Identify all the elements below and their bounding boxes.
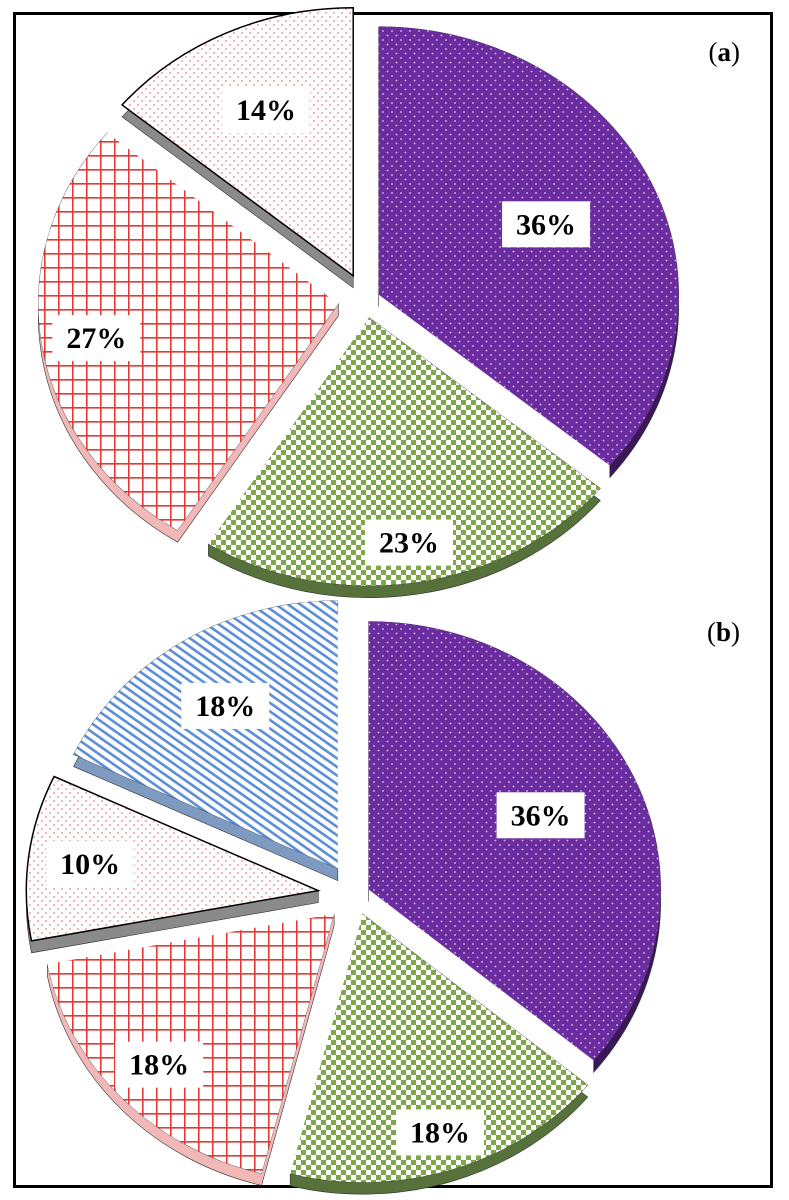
data-label-text: 36% bbox=[516, 208, 576, 241]
pie-slice-5: 18% bbox=[73, 600, 339, 882]
pie-slice-1: 36% bbox=[368, 621, 661, 1074]
pie-chart-b: (b) 36% 18% 18% 10% 18% bbox=[16, 595, 770, 1195]
pie-slice-3: 27% bbox=[38, 132, 339, 543]
pie-b-svg: 36% 18% 18% 10% 18% bbox=[25, 600, 661, 1195]
pie-slice-face bbox=[120, 7, 354, 278]
pie-slices: 36% 23% 27% 14% bbox=[38, 7, 679, 598]
data-label-text: 27% bbox=[66, 322, 126, 355]
data-label-text: 18% bbox=[129, 1049, 189, 1082]
data-label-text: 18% bbox=[195, 690, 255, 723]
data-label-1: 36% bbox=[496, 792, 585, 839]
data-label-text: 23% bbox=[379, 527, 439, 560]
data-label-3: 27% bbox=[52, 315, 141, 362]
data-label-text: 36% bbox=[511, 799, 571, 832]
data-label-4: 14% bbox=[221, 87, 310, 134]
pie-slice-face bbox=[25, 775, 321, 942]
data-label-4: 10% bbox=[46, 841, 135, 888]
pie-slice-face bbox=[368, 621, 661, 1061]
data-label-2: 23% bbox=[365, 519, 454, 566]
pie-slice-2: 18% bbox=[289, 913, 589, 1195]
pie-a-svg: 36% 23% 27% 14% bbox=[38, 7, 679, 598]
pie-slice-3: 18% bbox=[47, 913, 335, 1186]
data-label-text: 14% bbox=[236, 94, 296, 127]
pie-slice-face bbox=[290, 914, 588, 1183]
pie-chart-a: (a) 36% 23% 27% 14% bbox=[16, 7, 770, 598]
data-label-text: 18% bbox=[410, 1116, 470, 1149]
data-label-3: 18% bbox=[115, 1041, 204, 1088]
pie-slices: 36% 18% 18% 10% 18% bbox=[25, 600, 661, 1195]
pie-slice-4: 10% bbox=[25, 775, 321, 954]
panel-label-a: (a) bbox=[708, 37, 741, 67]
pie-slice-face bbox=[38, 133, 339, 531]
pie-slice-1: 36% bbox=[378, 26, 679, 479]
pie-slice-2: 23% bbox=[208, 317, 601, 598]
data-label-2: 18% bbox=[396, 1109, 485, 1156]
panel-label-b: (b) bbox=[706, 617, 740, 647]
pie-slice-4: 14% bbox=[120, 7, 354, 289]
pie-slice-face bbox=[73, 600, 338, 869]
data-label-1: 36% bbox=[502, 201, 591, 248]
data-label-text: 10% bbox=[60, 848, 120, 881]
data-label-5: 18% bbox=[181, 682, 270, 729]
pie-slice-face bbox=[208, 317, 601, 586]
figure-frame: (a) 36% 23% 27% 14% (b) 36% 18% 18% 10% 18% bbox=[13, 7, 773, 1195]
